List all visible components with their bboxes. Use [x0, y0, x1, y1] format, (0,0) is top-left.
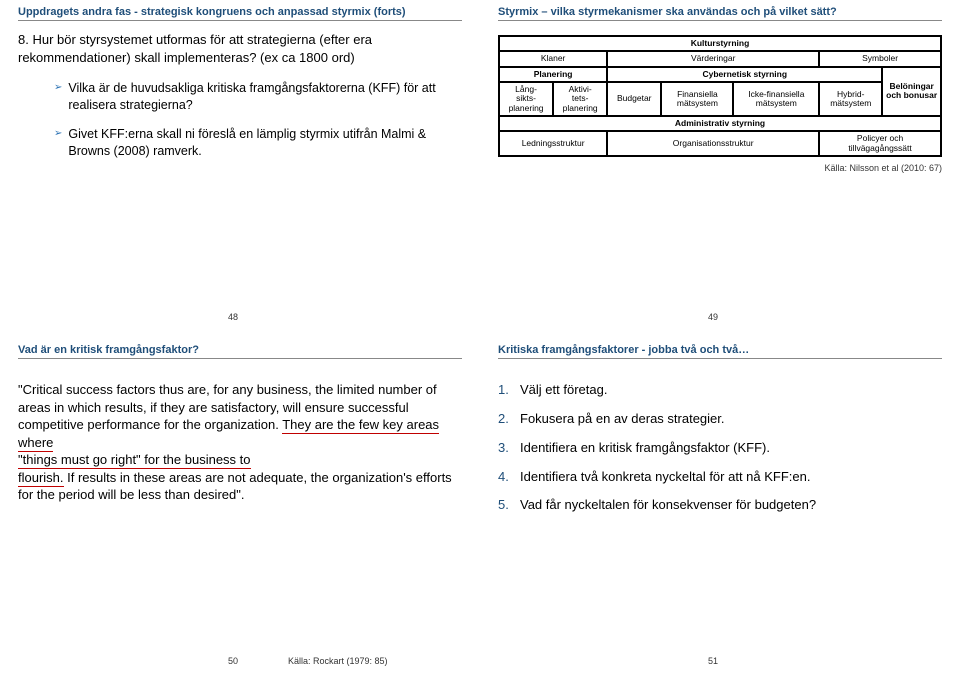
list-text: Identifiera två konkreta nyckeltal för a…: [520, 468, 810, 487]
list-item: 3. Identifiera en kritisk framgångsfaktor…: [498, 439, 942, 458]
diagram-cell: Värderingar: [607, 51, 819, 66]
sub-bullet-text: Vilka är de huvudsakliga kritiska framgå…: [68, 80, 462, 114]
diagram-cell: Belöningar och bonusar: [882, 67, 941, 116]
chevron-icon: ➢: [54, 126, 62, 160]
slide-51: Kritiska framgångsfaktorer - jobba två o…: [480, 338, 960, 668]
quote-text: "Critical success factors thus are, for …: [18, 381, 462, 504]
diagram-cell: Lång- sikts- planering: [499, 82, 553, 116]
diagram-cell: Organisationsstruktur: [607, 131, 819, 156]
list-text: Fokusera på en av deras strategier.: [520, 410, 725, 429]
styrmix-diagram: Kulturstyrning Klaner Värderingar Symbol…: [498, 35, 942, 157]
slide-number: 49: [708, 312, 718, 322]
question-8: 8. Hur bör styrsystemet utformas för att…: [18, 31, 462, 66]
slide-number: 48: [228, 312, 238, 322]
diagram-cell: Symboler: [819, 51, 941, 66]
slide-50: Vad är en kritisk framgångsfaktor? "Crit…: [0, 338, 480, 668]
chevron-icon: ➢: [54, 80, 62, 114]
slide-number: 51: [708, 656, 718, 666]
slide-title: Vad är en kritisk framgångsfaktor?: [18, 344, 462, 359]
diagram-cell: Finansiella mätsystem: [661, 82, 733, 116]
diagram-header: Kulturstyrning: [499, 36, 941, 51]
slide-title: Styrmix – vilka styrmekanismer ska använ…: [498, 6, 942, 21]
list-number: 1.: [498, 381, 512, 400]
sub-bullet-text: Givet KFF:erna skall ni föreslå en lämpl…: [68, 126, 462, 160]
diagram-cell: Budgetar: [607, 82, 661, 116]
list-item: 2. Fokusera på en av deras strategier.: [498, 410, 942, 429]
list-number: 5.: [498, 496, 512, 515]
diagram-cell: Planering: [499, 67, 607, 82]
slide-49: Styrmix – vilka styrmekanismer ska använ…: [480, 0, 960, 308]
list-number: 4.: [498, 468, 512, 487]
list-text: Välj ett företag.: [520, 381, 607, 400]
list-text: Identifiera en kritisk framgångsfaktor (…: [520, 439, 770, 458]
list-text: Vad får nyckeltalen för konsekvenser för…: [520, 496, 816, 515]
diagram-header: Administrativ styrning: [499, 116, 941, 131]
diagram-cell: Hybrid- mätsystem: [819, 82, 882, 116]
list-item: 1. Välj ett företag.: [498, 381, 942, 400]
slide-number: 50: [228, 656, 238, 666]
diagram-cell: Policyer och tillvägagångssätt: [819, 131, 941, 156]
diagram-cell: Aktivi- tets- planering: [553, 82, 607, 116]
source-label: Källa: Nilsson et al (2010: 67): [498, 163, 942, 173]
task-list: 1. Välj ett företag. 2. Fokusera på en av …: [498, 381, 942, 515]
list-number: 3.: [498, 439, 512, 458]
diagram-cell: Cybernetisk styrning: [607, 67, 882, 82]
list-item: 4. Identifiera två konkreta nyckeltal för…: [498, 468, 942, 487]
diagram-cell: Icke-finansiella mätsystem: [733, 82, 819, 116]
list-number: 2.: [498, 410, 512, 429]
list-item: 5. Vad får nyckeltalen för konsekvenser f…: [498, 496, 942, 515]
slide-title: Kritiska framgångsfaktorer - jobba två o…: [498, 344, 942, 359]
quote-part: If results in these areas are not adequa…: [18, 470, 452, 503]
quote-underlined: "things must go right" for the business …: [18, 452, 251, 469]
diagram-cell: Klaner: [499, 51, 607, 66]
sub-bullet-1: ➢ Vilka är de huvudsakliga kritiska fram…: [54, 80, 462, 114]
source-label: Källa: Rockart (1979: 85): [288, 656, 388, 666]
sub-bullet-2: ➢ Givet KFF:erna skall ni föreslå en läm…: [54, 126, 462, 160]
slide-title: Uppdragets andra fas - strategisk kongru…: [18, 6, 462, 21]
diagram-cell: Ledningsstruktur: [499, 131, 607, 156]
quote-underlined: flourish.: [18, 470, 64, 487]
slide-48: Uppdragets andra fas - strategisk kongru…: [0, 0, 480, 308]
